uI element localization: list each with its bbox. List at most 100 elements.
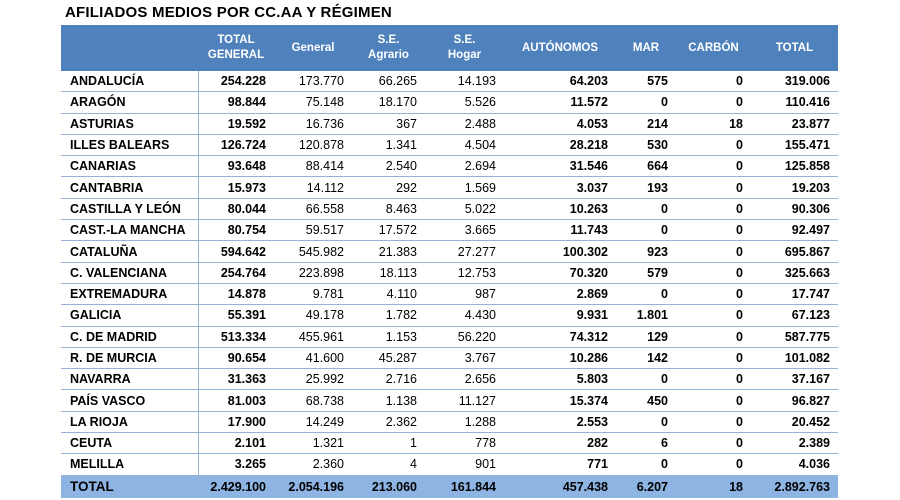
cell-se-hogar: 3.665 [425,219,504,242]
cell-se-agrario: 292 [352,176,425,199]
total-cell-total-general: 2.429.100 [198,475,274,498]
cell-region: ANDALUCÍA [61,71,199,93]
cell-autonomos: 31.546 [504,155,616,178]
cell-se-agrario: 367 [352,113,425,135]
cell-general: 41.600 [274,347,352,370]
cell-autonomos: 64.203 [504,71,616,93]
cell-se-hogar: 4.430 [425,304,504,327]
table-row: CANTABRIA 15.973 14.112 292 1.569 3.037 193 0 19… [61,176,838,199]
cell-carbon: 0 [676,283,751,306]
cell-mar: 0 [616,411,676,434]
cell-region: CASTILLA Y LEÓN [61,198,199,221]
cell-mar: 0 [616,283,676,306]
cell-total: 155.471 [751,134,838,157]
table-row: LA RIOJA 17.900 14.249 2.362 1.288 2.553 0 0 20.… [61,411,838,434]
cell-mar: 193 [616,176,676,199]
cell-region: C. DE MADRID [61,326,199,348]
cell-mar: 142 [616,347,676,370]
cell-region: CATALUÑA [61,240,199,263]
cell-total-general: 14.878 [198,283,274,306]
cell-total-general: 55.391 [198,304,274,327]
cell-region: R. DE MURCIA [61,347,199,370]
table-title: AFILIADOS MEDIOS POR CC.AA Y RÉGIMEN [65,4,392,21]
cell-total-general: 31.363 [198,368,274,391]
cell-se-agrario: 1.138 [352,389,425,412]
cell-total-general: 93.648 [198,155,274,178]
total-row: TOTAL 2.429.100 2.054.196 213.060 161.844 457… [61,475,838,498]
header-cell-autonomos: AUTÓNOMOS [504,25,616,71]
cell-region: CAST.-LA MANCHA [61,219,199,242]
cell-se-agrario: 18.113 [352,262,425,284]
cell-mar: 530 [616,134,676,157]
cell-carbon: 0 [676,240,751,263]
cell-carbon: 0 [676,304,751,327]
total-cell-region: TOTAL [61,475,199,498]
cell-se-hogar: 11.127 [425,389,504,412]
table-row: CASTILLA Y LEÓN 80.044 66.558 8.463 5.022 10.… [61,198,838,221]
header-cell-se-agrario: S.E. Agrario [352,25,425,71]
cell-total-general: 19.592 [198,113,274,135]
cell-general: 66.558 [274,198,352,221]
cell-region: GALICIA [61,304,199,327]
cell-carbon: 0 [676,453,751,476]
cell-mar: 575 [616,71,676,93]
cell-total-general: 17.900 [198,411,274,434]
cell-autonomos: 10.286 [504,347,616,370]
cell-total: 101.082 [751,347,838,370]
cell-total-general: 15.973 [198,176,274,199]
cell-se-hogar: 5.526 [425,91,504,114]
cell-autonomos: 3.037 [504,176,616,199]
cell-autonomos: 74.312 [504,326,616,348]
cell-total-general: 254.764 [198,262,274,284]
header-row: TOTAL GENERAL General S.E. Agrario S.E. Hog… [61,25,838,71]
cell-autonomos: 28.218 [504,134,616,157]
cell-se-agrario: 4 [352,453,425,476]
total-cell-se-hogar: 161.844 [425,475,504,498]
cell-autonomos: 70.320 [504,262,616,284]
cell-total-general: 2.101 [198,432,274,455]
header-cell-general: General [274,25,352,71]
cell-total: 96.827 [751,389,838,412]
cell-region: EXTREMADURA [61,283,199,306]
cell-region: ARAGÓN [61,91,199,114]
cell-general: 14.112 [274,176,352,199]
cell-autonomos: 771 [504,453,616,476]
cell-total-general: 80.044 [198,198,274,221]
cell-se-agrario: 1 [352,432,425,455]
cell-autonomos: 11.572 [504,91,616,114]
cell-se-hogar: 1.288 [425,411,504,434]
table-row: CEUTA 2.101 1.321 1 778 282 6 0 2.389 [61,432,838,455]
cell-total: 67.123 [751,304,838,327]
cell-carbon: 18 [676,113,751,135]
cell-se-agrario: 1.782 [352,304,425,327]
cell-autonomos: 2.553 [504,411,616,434]
cell-general: 2.360 [274,453,352,476]
header-cell-mar: MAR [616,25,676,71]
header-cell-region [61,25,198,71]
cell-autonomos: 4.053 [504,113,616,135]
cell-region: MELILLA [61,453,199,476]
cell-total: 37.167 [751,368,838,391]
cell-carbon: 0 [676,219,751,242]
table-row: R. DE MURCIA 90.654 41.600 45.287 3.767 10.28… [61,347,838,370]
cell-se-hogar: 1.569 [425,176,504,199]
cell-mar: 923 [616,240,676,263]
cell-mar: 214 [616,113,676,135]
cell-mar: 1.801 [616,304,676,327]
cell-region: LA RIOJA [61,411,199,434]
cell-total: 90.306 [751,198,838,221]
table-row: EXTREMADURA 14.878 9.781 4.110 987 2.869 0 0 17.… [61,283,838,306]
cell-total-general: 254.228 [198,71,274,93]
cell-se-hogar: 27.277 [425,240,504,263]
cell-se-hogar: 2.656 [425,368,504,391]
cell-se-hogar: 2.694 [425,155,504,178]
cell-mar: 0 [616,219,676,242]
cell-total: 4.036 [751,453,838,476]
table-row: ASTURIAS 19.592 16.736 367 2.488 4.053 214 18 23… [61,113,838,135]
cell-region: C. VALENCIANA [61,262,199,284]
cell-total: 19.203 [751,176,838,199]
cell-total: 20.452 [751,411,838,434]
cell-total-general: 90.654 [198,347,274,370]
cell-autonomos: 10.263 [504,198,616,221]
cell-mar: 6 [616,432,676,455]
